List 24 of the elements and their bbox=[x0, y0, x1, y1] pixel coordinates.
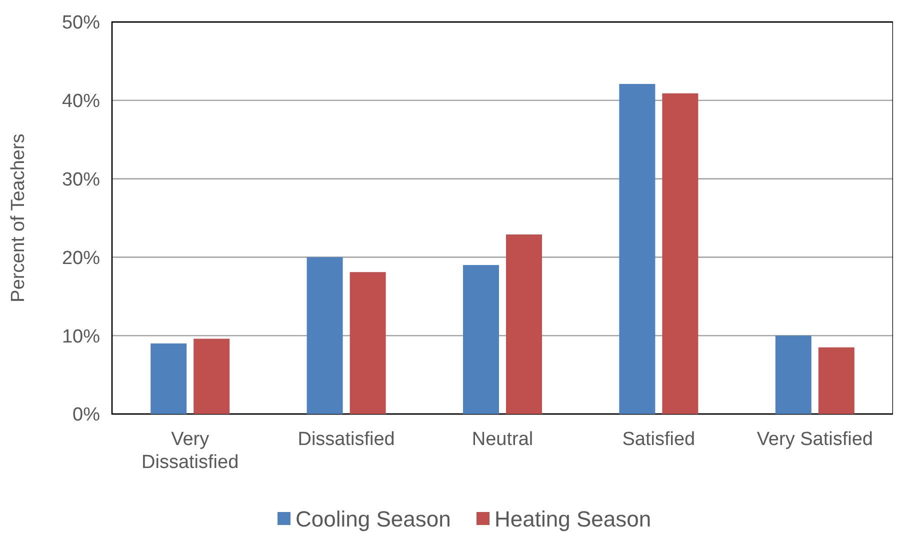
bar bbox=[619, 84, 656, 414]
bar bbox=[150, 343, 187, 414]
bar bbox=[775, 336, 812, 414]
y-tick-label: 0% bbox=[72, 404, 100, 426]
x-tick-label: Satisfied bbox=[622, 429, 696, 450]
x-tick-label: Dissatisfied bbox=[298, 429, 395, 450]
bar bbox=[463, 265, 499, 414]
x-tick-label: Very Satisfied bbox=[756, 429, 873, 450]
x-tick-label: Very Dissatisfied bbox=[142, 429, 239, 473]
bar bbox=[306, 257, 343, 414]
y-tick-label: 40% bbox=[62, 91, 100, 112]
y-axis-title: Percent of Teachers bbox=[8, 134, 29, 302]
y-tick-label: 20% bbox=[62, 248, 100, 269]
bar bbox=[194, 338, 230, 414]
bar bbox=[818, 347, 854, 414]
bar bbox=[350, 272, 386, 414]
y-tick-label: 50% bbox=[62, 12, 100, 34]
bar bbox=[662, 93, 698, 414]
x-tick-label: Neutral bbox=[472, 429, 534, 450]
legend-label: Cooling Season bbox=[296, 506, 451, 532]
bar bbox=[506, 234, 542, 414]
y-tick-label: 10% bbox=[62, 326, 100, 348]
legend-label: Heating Season bbox=[494, 506, 652, 532]
y-tick-label: 30% bbox=[62, 169, 100, 190]
